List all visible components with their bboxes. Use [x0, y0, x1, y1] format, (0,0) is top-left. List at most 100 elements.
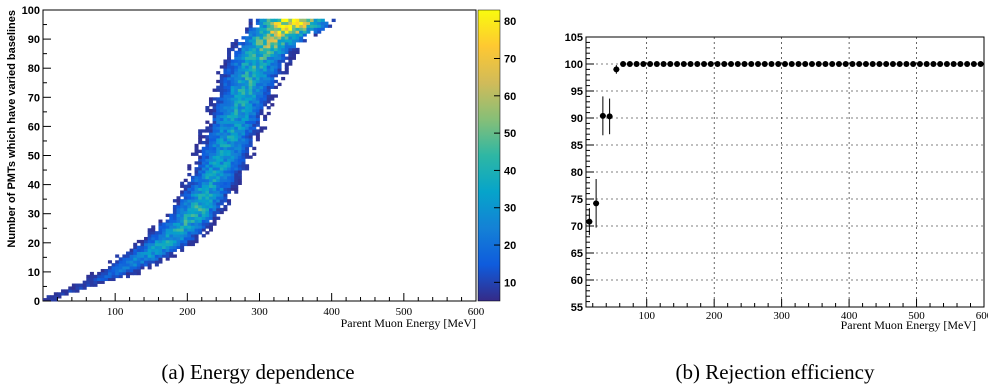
heatmap-cell: [248, 21, 253, 25]
heatmap-cell: [151, 245, 156, 250]
heatmap-cell: [158, 239, 163, 244]
heatmap-cell: [89, 271, 94, 276]
heatmap-cell: [115, 271, 120, 276]
heatmap-cell: [219, 207, 224, 212]
heatmap-cell: [291, 39, 296, 43]
heatmap-cell: [212, 88, 217, 92]
heatmap-cell: [154, 242, 159, 247]
heatmap-cell: [266, 47, 271, 52]
heatmap-cell: [201, 222, 206, 226]
heatmap-cell: [208, 216, 213, 220]
heatmap-cell: [158, 225, 163, 229]
heatmap-cell: [162, 254, 167, 258]
heatmap-cell: [208, 181, 213, 185]
heatmap-cell: [277, 30, 282, 34]
heatmap-cell: [234, 126, 239, 130]
heatmap-cell: [241, 106, 246, 110]
heatmap-cell: [237, 53, 242, 57]
heatmap-cell: [180, 231, 185, 235]
heatmap-cell: [241, 120, 246, 124]
heatmap-cell: [216, 114, 221, 119]
heatmap-cell: [237, 117, 242, 121]
efficiency-x-tick-label: 500: [908, 310, 925, 322]
heatmap-cell: [273, 39, 278, 43]
heatmap-cell: [245, 68, 250, 72]
heatmap-cell: [198, 181, 203, 185]
heatmap-cell: [111, 263, 116, 267]
heatmap-cell: [259, 103, 264, 107]
heatmap-cell: [125, 266, 130, 270]
heatmap-cell: [212, 149, 217, 153]
heatmap-cell: [288, 36, 293, 40]
heatmap-cell: [227, 68, 232, 72]
heatmap-cell: [219, 184, 224, 188]
heatmap-cell: [194, 210, 199, 215]
heatmap-cell: [223, 149, 228, 153]
heatmap-cell: [140, 260, 145, 264]
heatmap-cell: [208, 126, 213, 130]
heatmap-y-tick-label: 70: [28, 92, 40, 104]
heatmap-cell: [187, 196, 192, 200]
heatmap-cell: [223, 190, 228, 194]
heatmap-cell: [259, 24, 264, 28]
heatmap-cell: [147, 231, 152, 235]
heatmap-cell: [266, 65, 271, 69]
heatmap-cell: [245, 50, 250, 55]
heatmap-cell: [205, 108, 210, 113]
heatmap-y-tick-label: 10: [28, 267, 40, 279]
heatmap-cell: [241, 114, 246, 119]
heatmap-cell: [194, 225, 199, 229]
heatmap-cell: [133, 248, 138, 252]
heatmap-cell: [154, 248, 159, 252]
heatmap-cell: [205, 219, 210, 223]
heatmap-cell: [273, 33, 278, 37]
heatmap-cell: [147, 234, 152, 238]
heatmap-cell: [270, 85, 275, 89]
heatmap-cell: [230, 175, 235, 180]
heatmap-cell: [237, 56, 242, 60]
heatmap-cell: [201, 199, 206, 203]
heatmap-cell: [133, 263, 138, 267]
heatmap-cell: [86, 283, 91, 287]
heatmap-cell: [230, 106, 235, 110]
heatmap-cell: [198, 138, 203, 142]
heatmap-cell: [230, 138, 235, 142]
heatmap-cell: [219, 167, 224, 171]
heatmap-cell: [198, 219, 203, 223]
heatmap-cell: [223, 181, 228, 185]
heatmap-cell: [219, 103, 224, 107]
heatmap-cell: [187, 184, 192, 188]
heatmap-cell: [270, 97, 275, 101]
heatmap-cell: [194, 199, 199, 203]
heatmap-cell: [208, 187, 213, 191]
heatmap-cell: [288, 56, 293, 60]
heatmap-cell: [273, 56, 278, 60]
heatmap-cell: [288, 39, 293, 43]
heatmap-cell: [86, 277, 91, 282]
heatmap-cell: [165, 254, 170, 258]
heatmap-cell: [89, 274, 94, 279]
heatmap-cell: [263, 21, 268, 25]
heatmap-cell: [241, 56, 246, 60]
heatmap-cell: [281, 30, 286, 34]
heatmap-cell: [255, 114, 260, 119]
heatmap-cell: [313, 27, 318, 31]
heatmap-cell: [172, 199, 177, 203]
heatmap-cell: [212, 114, 217, 119]
heatmap-cell: [248, 120, 253, 124]
heatmap-cell: [136, 239, 141, 244]
heatmap-cell: [187, 213, 192, 218]
heatmap-cell: [255, 53, 260, 57]
heatmap-cell: [212, 146, 217, 151]
heatmap-cell: [241, 108, 246, 113]
heatmap-cell: [234, 167, 239, 171]
heatmap-cell: [227, 199, 232, 203]
heatmap-cell: [219, 111, 224, 116]
heatmap-cell: [248, 114, 253, 119]
heatmap-cell: [230, 152, 235, 156]
heatmap-cell: [190, 181, 195, 185]
heatmap-cell: [100, 277, 105, 282]
heatmap-cell: [248, 62, 253, 66]
heatmap-cell: [183, 228, 188, 232]
heatmap-cell: [190, 234, 195, 238]
